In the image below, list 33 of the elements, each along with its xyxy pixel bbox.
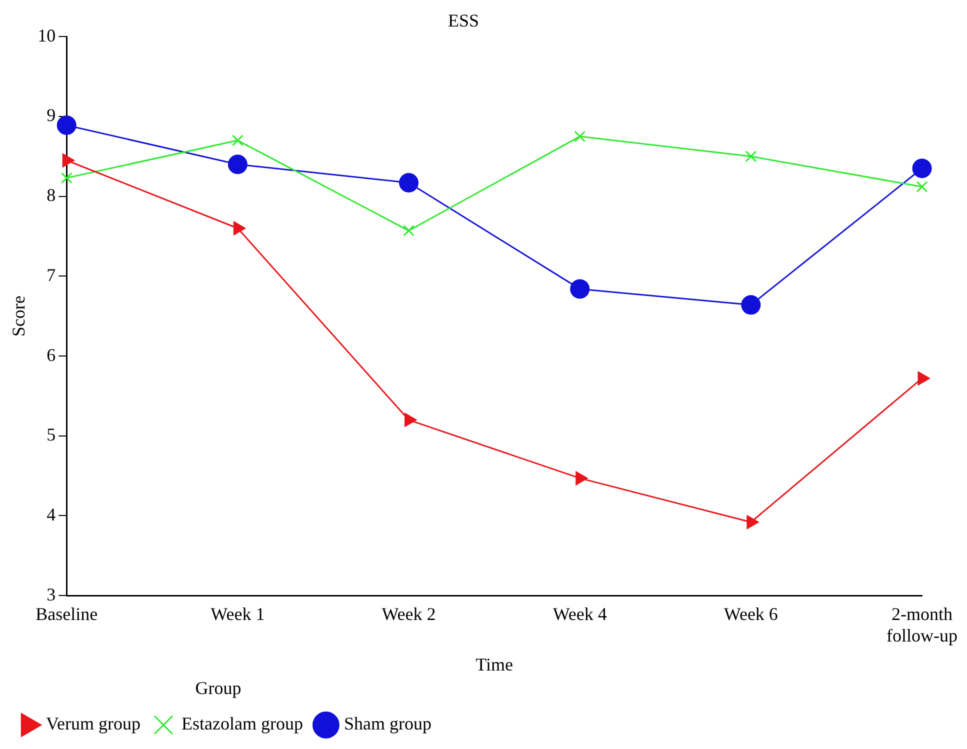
y-tick-label: 9 [46,105,56,126]
x-tick-label: Week 2 [382,604,436,624]
point [741,295,761,315]
y-tick-label: 8 [46,185,56,206]
y-tick-label: 6 [46,344,56,365]
point [228,154,248,174]
point [570,279,590,299]
point [56,115,76,135]
y-tick-label: 3 [46,584,56,604]
x-tick-label: Week 6 [724,604,778,624]
legend-label: Sham group [344,714,432,734]
point [232,134,244,146]
y-tick-label: 5 [46,424,56,445]
x-tick-label: Baseline [36,604,98,624]
legend-title: Group [195,678,242,698]
x-axis-title: Time [476,654,513,674]
chart-title: ESS [448,10,480,31]
point [745,150,757,162]
y-tick-label: 10 [38,25,56,46]
y-axis-title: Score [8,296,29,337]
point [399,172,419,192]
x-tick-label: 2-month follow-up [886,604,958,646]
point [574,130,586,142]
legend-label: Estazolam group [181,714,303,734]
y-tick-label: 7 [46,264,56,285]
x-tick-label: Week 4 [552,604,607,624]
x-tick-label: Week 1 [210,604,265,624]
point [60,172,72,184]
legend-label: Verum group [46,714,140,734]
point [912,158,932,178]
y-tick-label: 4 [46,504,56,524]
point [916,181,928,192]
point [403,224,414,236]
